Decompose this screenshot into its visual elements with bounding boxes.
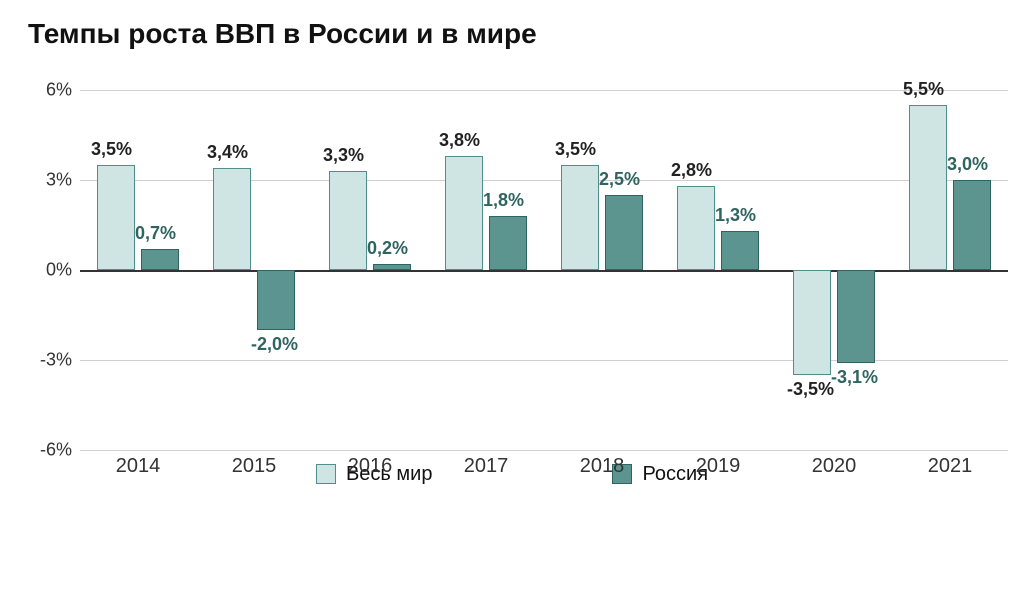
bar-label: 3,8% <box>439 130 480 151</box>
bar-0 <box>329 171 367 270</box>
y-tick-label: 3% <box>16 170 72 191</box>
bar-label: 0,2% <box>367 238 408 259</box>
gridline <box>80 450 1008 451</box>
y-tick-label: 0% <box>16 260 72 281</box>
bar-label: 3,5% <box>91 139 132 160</box>
legend-swatch <box>316 464 336 484</box>
bar-label: -3,5% <box>787 379 834 400</box>
x-tick-label: 2019 <box>696 455 741 478</box>
bar-label: 2,5% <box>599 169 640 190</box>
bar-label: 1,8% <box>483 190 524 211</box>
bar-1 <box>605 195 643 270</box>
bar-0 <box>793 270 831 375</box>
x-tick-label: 2016 <box>348 455 393 478</box>
bar-1 <box>837 270 875 363</box>
bar-label: 3,4% <box>207 142 248 163</box>
bar-0 <box>445 156 483 270</box>
bar-0 <box>561 165 599 270</box>
bar-1 <box>141 249 179 270</box>
bar-label: 5,5% <box>903 79 944 100</box>
bar-1 <box>721 231 759 270</box>
bar-1 <box>257 270 295 330</box>
y-tick-label: 6% <box>16 80 72 101</box>
x-tick-label: 2020 <box>812 455 857 478</box>
bar-0 <box>213 168 251 270</box>
bar-label: -2,0% <box>251 334 298 355</box>
plot-area: 3,5%0,7%3,4%-2,0%3,3%0,2%3,8%1,8%3,5%2,5… <box>80 90 1008 450</box>
bar-0 <box>677 186 715 270</box>
bar-label: 3,3% <box>323 145 364 166</box>
bar-label: 3,5% <box>555 139 596 160</box>
chart-title: Темпы роста ВВП в России и в мире <box>28 18 1024 50</box>
bar-0 <box>97 165 135 270</box>
bar-label: 0,7% <box>135 223 176 244</box>
x-tick-label: 2015 <box>232 455 277 478</box>
bar-label: 2,8% <box>671 160 712 181</box>
legend: Весь мирРоссия <box>16 458 1008 490</box>
x-tick-label: 2014 <box>116 455 161 478</box>
bar-label: 1,3% <box>715 205 756 226</box>
bar-1 <box>373 264 411 270</box>
y-tick-label: -3% <box>16 350 72 371</box>
bar-1 <box>953 180 991 270</box>
bar-0 <box>909 105 947 270</box>
x-tick-label: 2021 <box>928 455 973 478</box>
gridline <box>80 90 1008 91</box>
x-tick-label: 2017 <box>464 455 509 478</box>
bar-label: 3,0% <box>947 154 988 175</box>
x-tick-label: 2018 <box>580 455 625 478</box>
y-tick-label: -6% <box>16 440 72 461</box>
legend-item: Россия <box>612 463 708 486</box>
bar-label: -3,1% <box>831 367 878 388</box>
bar-1 <box>489 216 527 270</box>
chart: 3,5%0,7%3,4%-2,0%3,3%0,2%3,8%1,8%3,5%2,5… <box>16 60 1008 490</box>
